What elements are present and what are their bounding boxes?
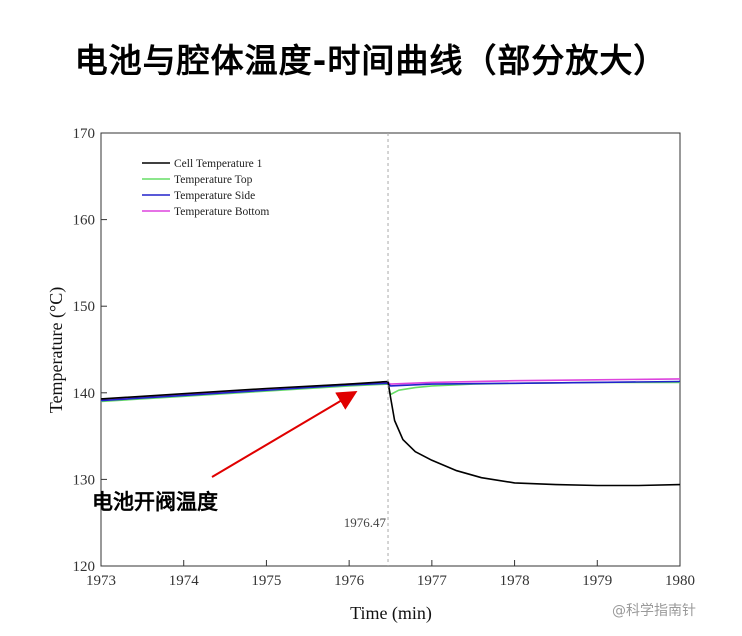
x-tick-label: 1977 [417, 573, 448, 589]
axis-labels: Time (min) Temperature (°C) [46, 287, 432, 624]
plot-border [100, 132, 681, 567]
series-layer [100, 378, 681, 487]
series-cell-temperature-1-line [100, 380, 681, 487]
y-tick-label: 120 [73, 559, 96, 575]
legend-item-label: Temperature Bottom [174, 206, 269, 218]
x-tick-label: 1978 [500, 573, 530, 589]
y-axis-label: Temperature (°C) [46, 287, 67, 413]
x-tick-label: 1974 [169, 573, 200, 589]
y-tick-label: 140 [73, 386, 96, 402]
axis-ticks: 1973 1974 1975 1976 1977 1978 1979 1980 120 130 14… [73, 126, 696, 589]
x-tick-label: 1975 [251, 573, 281, 589]
callout-label: 电池开阀温度 [92, 490, 218, 514]
x-tick-label: 1980 [665, 573, 695, 589]
x-axis-label: Time (min) [350, 603, 432, 624]
plot-area [100, 132, 681, 567]
callout-arrow [211, 390, 358, 478]
y-tick-label: 150 [73, 299, 96, 315]
vline-layer: 1976.47 [344, 133, 389, 566]
y-tick-label: 160 [73, 213, 96, 229]
y-tick-label: 170 [73, 126, 96, 142]
legend-item-label: Temperature Top [174, 174, 253, 186]
x-tick-label: 1973 [86, 573, 116, 589]
legend-item-label: Cell Temperature 1 [174, 158, 263, 170]
page-title: 电池与腔体温度-时间曲线（部分放大） [74, 41, 668, 80]
x-tick-label: 1979 [582, 573, 612, 589]
vline-label: 1976.47 [344, 515, 387, 530]
legend-item-label: Temperature Side [174, 190, 255, 202]
watermark: @科学指南针 [612, 603, 696, 619]
y-tick-label: 130 [73, 472, 96, 488]
legend: Cell Temperature 1 Temperature Top Tempera… [142, 158, 269, 218]
x-tick-label: 1976 [334, 573, 365, 589]
